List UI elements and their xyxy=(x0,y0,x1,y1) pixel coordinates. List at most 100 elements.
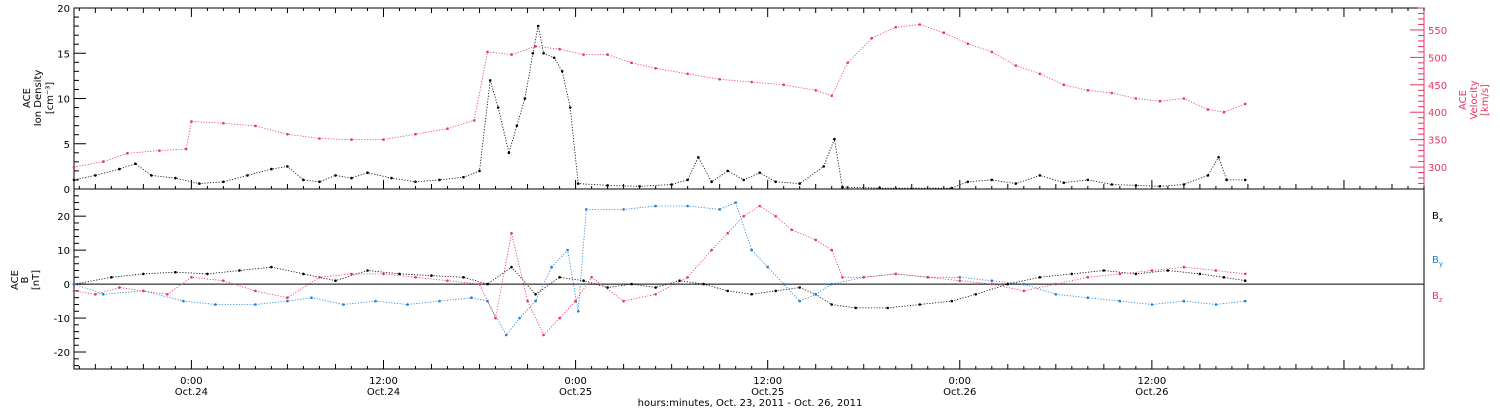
data-point-bz xyxy=(622,299,625,303)
data-point-bx xyxy=(206,272,209,276)
data-point-velocity xyxy=(582,53,585,56)
data-point-velocity xyxy=(750,80,753,84)
data-point-ion-density xyxy=(1062,181,1066,184)
data-point-ion-density xyxy=(758,171,761,174)
data-point-bx xyxy=(270,265,273,269)
data-point-by xyxy=(576,310,580,313)
data-point-bz xyxy=(1214,269,1218,272)
data-point-ion-density xyxy=(222,180,225,184)
series-trace-ion-density xyxy=(73,26,1246,189)
data-point-by xyxy=(1214,303,1218,306)
data-point-ion-density xyxy=(286,165,289,168)
data-point-bx xyxy=(1166,269,1170,272)
data-point-by xyxy=(1118,299,1122,303)
x-tick-day-label: Oct.25 xyxy=(559,387,592,398)
data-point-velocity xyxy=(446,127,449,130)
data-point-by xyxy=(182,299,185,303)
b-tick-label: -20 xyxy=(54,348,70,359)
data-point-by xyxy=(342,303,345,306)
panel2-frame xyxy=(73,188,1425,370)
right-tick-label: 300 xyxy=(1428,163,1447,174)
series-trace-velocity xyxy=(73,24,1246,168)
data-point-ion-density xyxy=(1134,184,1138,187)
data-point-bz xyxy=(686,276,689,279)
data-point-bx xyxy=(582,279,585,283)
data-point-bz xyxy=(774,214,777,218)
data-point-by xyxy=(214,303,217,306)
data-point-ion-density xyxy=(822,165,825,168)
data-point-by xyxy=(550,265,553,269)
data-point-ion-density xyxy=(94,174,97,177)
data-point-by xyxy=(766,265,769,269)
data-point-bx xyxy=(486,282,489,286)
data-point-velocity xyxy=(894,25,897,29)
left-tick-label: 10 xyxy=(57,95,70,106)
data-point-bx xyxy=(654,286,657,289)
data-point-by xyxy=(254,303,257,306)
series-trace-bx xyxy=(73,266,1246,309)
data-point-ion-density xyxy=(507,151,511,155)
data-point-ion-density xyxy=(1182,183,1186,186)
data-point-velocity xyxy=(966,42,970,45)
data-point-bx xyxy=(1038,276,1042,279)
b-tick-label: 0 xyxy=(64,280,70,291)
data-point-ion-density xyxy=(606,184,609,187)
data-point-bx xyxy=(238,269,241,272)
right-tick-label: 400 xyxy=(1428,108,1447,119)
data-point-velocity xyxy=(222,121,225,125)
data-point-by xyxy=(286,299,289,303)
data-point-by xyxy=(102,293,105,296)
data-point-bx xyxy=(726,289,729,293)
x-tick-day-label: Oct.24 xyxy=(175,387,208,398)
data-point-ion-density xyxy=(1225,178,1228,182)
data-point-velocity xyxy=(534,45,537,48)
data-point-ion-density xyxy=(523,97,527,100)
data-point-bx xyxy=(1222,276,1226,279)
data-point-bz xyxy=(574,299,577,303)
data-point-bz xyxy=(862,276,865,279)
data-point-bz xyxy=(926,276,930,279)
data-point-bx xyxy=(774,289,777,293)
data-point-by xyxy=(734,201,737,204)
data-point-by xyxy=(585,208,588,211)
data-point-bx xyxy=(702,282,705,286)
data-point-bx xyxy=(430,274,433,277)
x-tick-day-label: Oct.25 xyxy=(751,387,784,398)
data-point-by xyxy=(798,299,801,303)
right-tick-label: 350 xyxy=(1428,136,1447,147)
data-point-velocity xyxy=(846,61,849,65)
data-point-velocity xyxy=(606,53,609,56)
data-point-ion-density xyxy=(990,178,994,182)
panel1-right-ylabel: ACE Velocity [km/s] xyxy=(1458,80,1491,119)
data-point-velocity xyxy=(1110,91,1114,95)
left-tick-label: 0 xyxy=(64,185,70,196)
data-point-bz xyxy=(841,276,844,279)
data-point-ion-density xyxy=(515,124,519,127)
ylabel-b-line1: ACE xyxy=(10,270,21,290)
data-point-bz xyxy=(726,231,729,235)
data-point-velocity xyxy=(918,23,922,26)
data-point-velocity xyxy=(1158,99,1162,103)
b-tick-label: 10 xyxy=(57,246,70,257)
data-point-ion-density xyxy=(318,180,321,184)
right-tick-label: 500 xyxy=(1428,53,1447,64)
data-point-velocity xyxy=(486,50,489,54)
data-point-ion-density xyxy=(1243,178,1247,182)
b-tick-label: 20 xyxy=(57,212,70,223)
data-point-bx xyxy=(510,265,513,269)
data-point-bz xyxy=(710,248,713,252)
data-point-bz xyxy=(478,282,481,286)
data-point-by xyxy=(438,299,441,303)
data-point-bx xyxy=(974,293,978,296)
data-point-bz xyxy=(286,296,289,300)
data-point-bz xyxy=(350,272,353,276)
ylabel-right-line1: ACE xyxy=(1458,90,1469,110)
data-point-ion-density xyxy=(174,176,177,180)
data-point-velocity xyxy=(1243,102,1247,106)
data-point-bx xyxy=(630,282,633,286)
data-point-velocity xyxy=(990,50,994,54)
data-point-bz xyxy=(830,248,833,252)
x-tick-time-label: 0:00 xyxy=(564,376,586,387)
data-point-by xyxy=(958,276,962,279)
data-point-bx xyxy=(1102,269,1106,272)
